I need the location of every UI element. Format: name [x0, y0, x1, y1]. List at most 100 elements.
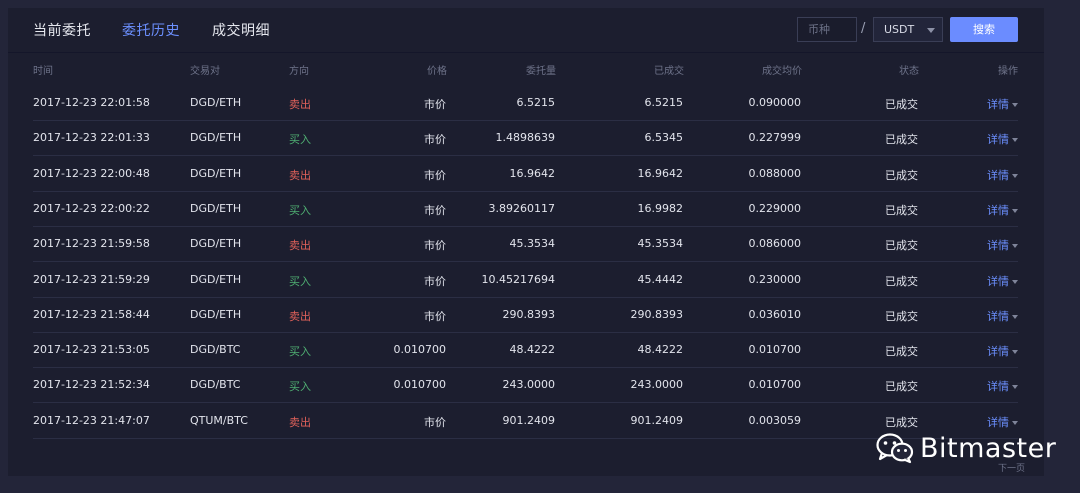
- quote-currency-value: USDT: [884, 23, 915, 36]
- detail-link[interactable]: 详情: [987, 202, 1018, 218]
- cell-time: 2017-12-23 21:59:29: [33, 272, 150, 286]
- cell-time: 2017-12-23 21:58:44: [33, 307, 150, 321]
- detail-link[interactable]: 详情: [987, 308, 1018, 324]
- cell-price: 市价: [424, 98, 446, 111]
- watermark-small-text: 下一页: [998, 464, 1026, 474]
- cell-price: 市价: [424, 274, 446, 288]
- cell-avg-price: 0.010700: [748, 343, 802, 357]
- cell-avg-price: 0.003059: [748, 413, 802, 427]
- cell-status: 已成交: [885, 168, 918, 182]
- detail-label: 详情: [987, 168, 1009, 182]
- cell-avg-price: 0.036010: [748, 307, 802, 321]
- detail-link[interactable]: 详情: [987, 96, 1018, 112]
- header-action: 操作: [998, 66, 1018, 77]
- cell-status: 已成交: [885, 239, 918, 253]
- cell-filled: 45.4442: [637, 272, 684, 286]
- chevron-down-icon: [1012, 420, 1018, 425]
- table-row: 2017-12-23 21:47:07 QTUM/BTC 卖出 市价 901.2409 9…: [33, 403, 1018, 439]
- cell-side: 卖出: [289, 239, 311, 253]
- detail-label: 详情: [987, 239, 1009, 253]
- cell-time: 2017-12-23 22:00:48: [33, 166, 150, 180]
- cell-filled: 901.2409: [630, 413, 684, 427]
- table-row: 2017-12-23 22:01:58 DGD/ETH 卖出 市价 6.5215 6.52…: [33, 85, 1018, 121]
- cell-filled: 48.4222: [637, 343, 684, 357]
- quote-currency-select[interactable]: USDT: [873, 17, 943, 42]
- pair-separator: /: [861, 21, 866, 36]
- header-filled: 已成交: [654, 66, 684, 77]
- header-status: 状态: [899, 66, 919, 77]
- cell-side: 买入: [289, 203, 311, 217]
- detail-label: 详情: [987, 98, 1009, 111]
- watermark: Bitmaster: [876, 428, 1056, 468]
- cell-time: 2017-12-23 21:52:34: [33, 378, 150, 392]
- chevron-down-icon: [1012, 103, 1018, 107]
- table-row: 2017-12-23 22:01:33 DGD/ETH 买入 市价 1.4898639 6…: [33, 120, 1018, 157]
- cell-price: 市价: [424, 133, 446, 147]
- table-row: 2017-12-23 21:59:58 DGD/ETH 卖出 市价 45.3534 45.…: [33, 226, 1018, 263]
- cell-price: 市价: [424, 309, 446, 323]
- cell-filled: 16.9642: [637, 166, 684, 180]
- cell-side: 买入: [289, 133, 311, 147]
- detail-link[interactable]: 详情: [987, 343, 1018, 359]
- detail-label: 详情: [987, 345, 1009, 359]
- cell-status: 已成交: [885, 415, 918, 429]
- cell-time: 2017-12-23 22:01:33: [33, 131, 150, 145]
- table-row: 2017-12-23 21:58:44 DGD/ETH 卖出 市价 290.8393 29…: [33, 297, 1018, 333]
- cell-avg-price: 0.086000: [748, 237, 802, 251]
- tab-order-history[interactable]: 委托历史: [122, 23, 180, 39]
- cell-price: 市价: [424, 203, 446, 217]
- top-bar: 当前委托 委托历史 成交明细 / USDT 搜索: [8, 8, 1044, 53]
- cell-amount: 6.5215: [516, 96, 556, 109]
- cell-pair: DGD/ETH: [190, 201, 242, 215]
- chevron-down-icon: [1012, 385, 1018, 390]
- detail-label: 详情: [987, 133, 1009, 147]
- cell-avg-price: 0.227999: [748, 131, 802, 145]
- cell-time: 2017-12-23 22:01:58: [33, 96, 150, 109]
- cell-filled: 6.5215: [644, 96, 684, 109]
- chevron-down-icon: [1012, 138, 1018, 143]
- cell-avg-price: 0.230000: [748, 272, 802, 286]
- cell-status: 已成交: [885, 345, 918, 359]
- cell-pair: DGD/ETH: [190, 272, 242, 286]
- cell-side: 卖出: [289, 309, 311, 323]
- wechat-icon: [876, 433, 914, 464]
- table-header: 时间 交易对 方向 价格 委托量 已成交 成交均价 状态 操作: [8, 60, 1044, 82]
- cell-amount: 48.4222: [509, 343, 556, 357]
- cell-avg-price: 0.010700: [748, 378, 802, 392]
- cell-price: 市价: [424, 415, 446, 429]
- detail-link[interactable]: 详情: [987, 237, 1018, 253]
- coin-input[interactable]: [797, 17, 857, 42]
- cell-amount: 290.8393: [502, 307, 556, 321]
- chevron-down-icon: [1012, 173, 1018, 178]
- cell-filled: 243.0000: [630, 378, 684, 392]
- cell-time: 2017-12-23 21:53:05: [33, 343, 150, 357]
- cell-amount: 1.4898639: [495, 131, 556, 145]
- cell-filled: 290.8393: [630, 307, 684, 321]
- cell-side: 买入: [289, 345, 311, 359]
- cell-time: 2017-12-23 21:59:58: [33, 237, 150, 251]
- search-button[interactable]: 搜索: [950, 17, 1018, 42]
- cell-price: 0.010700: [393, 343, 447, 357]
- detail-label: 详情: [987, 203, 1009, 217]
- tab-current-orders[interactable]: 当前委托: [33, 23, 91, 39]
- detail-link[interactable]: 详情: [987, 167, 1018, 183]
- cell-side: 卖出: [289, 415, 311, 429]
- cell-filled: 6.5345: [644, 131, 684, 145]
- detail-link[interactable]: 详情: [987, 131, 1018, 147]
- tab-trade-details[interactable]: 成交明细: [212, 23, 270, 39]
- cell-amount: 10.45217694: [481, 272, 555, 286]
- detail-label: 详情: [987, 380, 1009, 394]
- cell-time: 2017-12-23 21:47:07: [33, 413, 150, 427]
- detail-label: 详情: [987, 415, 1009, 429]
- detail-link[interactable]: 详情: [987, 378, 1018, 394]
- cell-amount: 3.89260117: [488, 201, 555, 215]
- cell-status: 已成交: [885, 133, 918, 147]
- detail-link[interactable]: 详情: [987, 414, 1018, 430]
- cell-status: 已成交: [885, 309, 918, 323]
- table-row: 2017-12-23 21:53:05 DGD/BTC 买入 0.010700 48.4…: [33, 332, 1018, 369]
- header-side: 方向: [289, 66, 309, 77]
- detail-link[interactable]: 详情: [987, 273, 1018, 289]
- cell-amount: 16.9642: [509, 166, 556, 180]
- cell-pair: QTUM/BTC: [190, 413, 248, 427]
- header-time: 时间: [33, 66, 53, 77]
